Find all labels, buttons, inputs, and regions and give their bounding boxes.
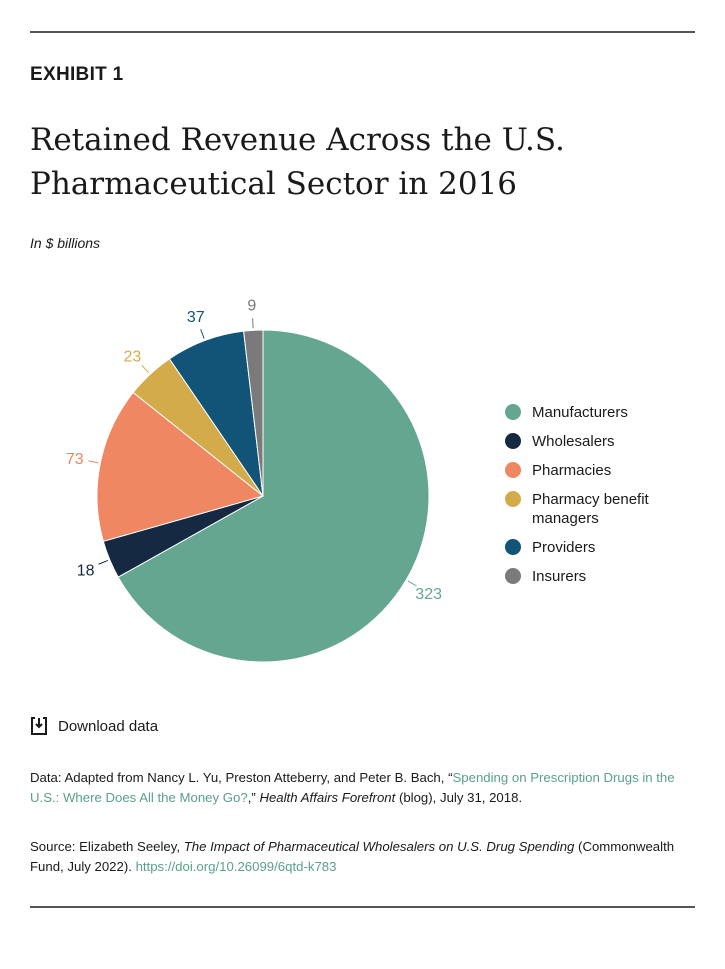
- chart-subtitle: In $ billions: [30, 235, 101, 251]
- download-label: Download data: [58, 717, 159, 735]
- download-icon: [31, 717, 47, 735]
- legend-item: Pharmacy benefit managers: [505, 490, 672, 528]
- source-note-link[interactable]: https://doi.org/10.26099/6qtd-k783: [135, 859, 337, 874]
- legend-swatch: [505, 433, 521, 449]
- pie-chart: 323 18 73 23 37 9: [66, 297, 442, 663]
- leader-line: [407, 580, 417, 587]
- legend-swatch: [505, 539, 521, 555]
- leader-line: [98, 559, 109, 565]
- pie-slice-insurers: [243, 329, 264, 497]
- data-note-link[interactable]: Spending on Prescription Drugs in the U.…: [30, 770, 675, 805]
- source-note-suffix: (Commonwealth Fund, July 2022).: [30, 839, 675, 874]
- chart-title: Retained Revenue Across the U.S. Pharmac…: [30, 122, 565, 202]
- pie-slice-pharmacies: [96, 391, 265, 542]
- legend-swatch: [505, 491, 521, 507]
- leader-line: [252, 318, 254, 329]
- data-label: 37: [187, 309, 205, 326]
- leader-line: [200, 329, 205, 339]
- legend-swatch: [505, 462, 521, 478]
- data-note-suffix: (blog), July 31, 2018.: [395, 790, 523, 805]
- top-rule: [30, 31, 695, 33]
- pie-slice-manufacturers: [117, 329, 430, 663]
- legend-item: Pharmacies: [505, 461, 672, 480]
- legend: Manufacturers Wholesalers Pharmacies Pharma…: [505, 403, 672, 596]
- data-label: 323: [415, 586, 442, 603]
- legend-swatch: [505, 568, 521, 584]
- legend-label: Manufacturers: [532, 404, 628, 421]
- legend-label: Wholesalers: [532, 433, 615, 450]
- legend-item: Insurers: [505, 567, 672, 586]
- exhibit-label: EXHIBIT 1: [30, 64, 124, 85]
- download-data-button[interactable]: Download data: [30, 716, 158, 736]
- data-label: 18: [77, 563, 95, 580]
- legend-item: Providers: [505, 538, 672, 557]
- legend-swatch: [505, 404, 521, 420]
- data-label: 9: [247, 297, 256, 314]
- legend-label: Providers: [532, 539, 596, 556]
- data-note: Data: Adapted from Nancy L. Yu, Preston …: [30, 768, 700, 808]
- source-note: Source: Elizabeth Seeley, The Impact of …: [30, 837, 700, 877]
- legend-label: Insurers: [532, 568, 587, 585]
- legend-item: Manufacturers: [505, 403, 672, 422]
- data-label: 73: [66, 451, 84, 468]
- leader-line: [141, 365, 150, 374]
- bottom-rule: [30, 906, 695, 908]
- data-note-prefix: Data: Adapted from Nancy L. Yu, Preston …: [30, 770, 453, 785]
- leader-line: [88, 460, 99, 464]
- data-note-journal: Health Affairs Forefront: [259, 790, 396, 805]
- source-note-prefix: Source: Elizabeth Seeley,: [30, 839, 184, 854]
- source-note-book: The Impact of Pharmaceutical Wholesalers…: [183, 839, 575, 854]
- data-label: 23: [124, 348, 142, 365]
- data-note-mid: ,”: [247, 790, 260, 805]
- legend-label: Pharmacies: [532, 462, 612, 479]
- legend-item: Wholesalers: [505, 432, 672, 451]
- legend-label: Pharmacy benefit managers: [532, 491, 649, 527]
